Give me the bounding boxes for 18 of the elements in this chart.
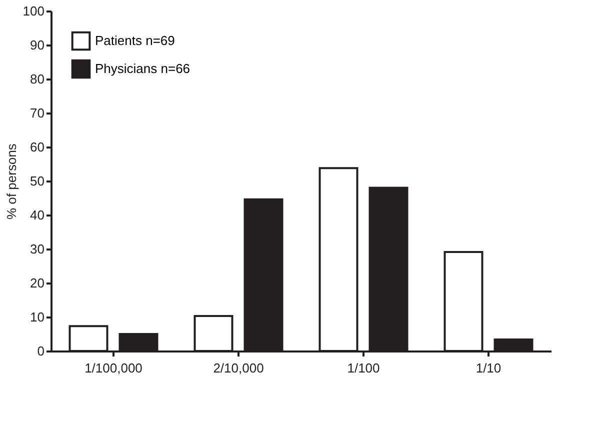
legend-label: Physicians n=66 [95, 61, 190, 76]
x-tick-label: 2/10,000 [213, 360, 264, 376]
y-tick-label: 60 [30, 140, 44, 154]
y-tick-label: 20 [30, 276, 44, 290]
y-tick-label: 0 [37, 344, 44, 358]
x-tick-label: 1/100,000 [84, 360, 142, 376]
y-tick-label: 100 [22, 4, 44, 18]
x-tick-label: 1/100 [347, 360, 380, 376]
y-axis-title: % of persons [4, 143, 19, 220]
legend-label: Patients n=69 [95, 33, 175, 48]
y-tick-label: 10 [30, 310, 44, 324]
y-tick-label: 30 [30, 242, 44, 256]
y-tick-label: 40 [30, 208, 44, 222]
y-tick-label: 70 [30, 106, 44, 120]
y-tick-label: 90 [30, 38, 44, 52]
y-tick-label: 50 [30, 174, 44, 188]
y-tick-label: 80 [30, 72, 44, 86]
x-tick-label: 1/10 [476, 360, 502, 376]
